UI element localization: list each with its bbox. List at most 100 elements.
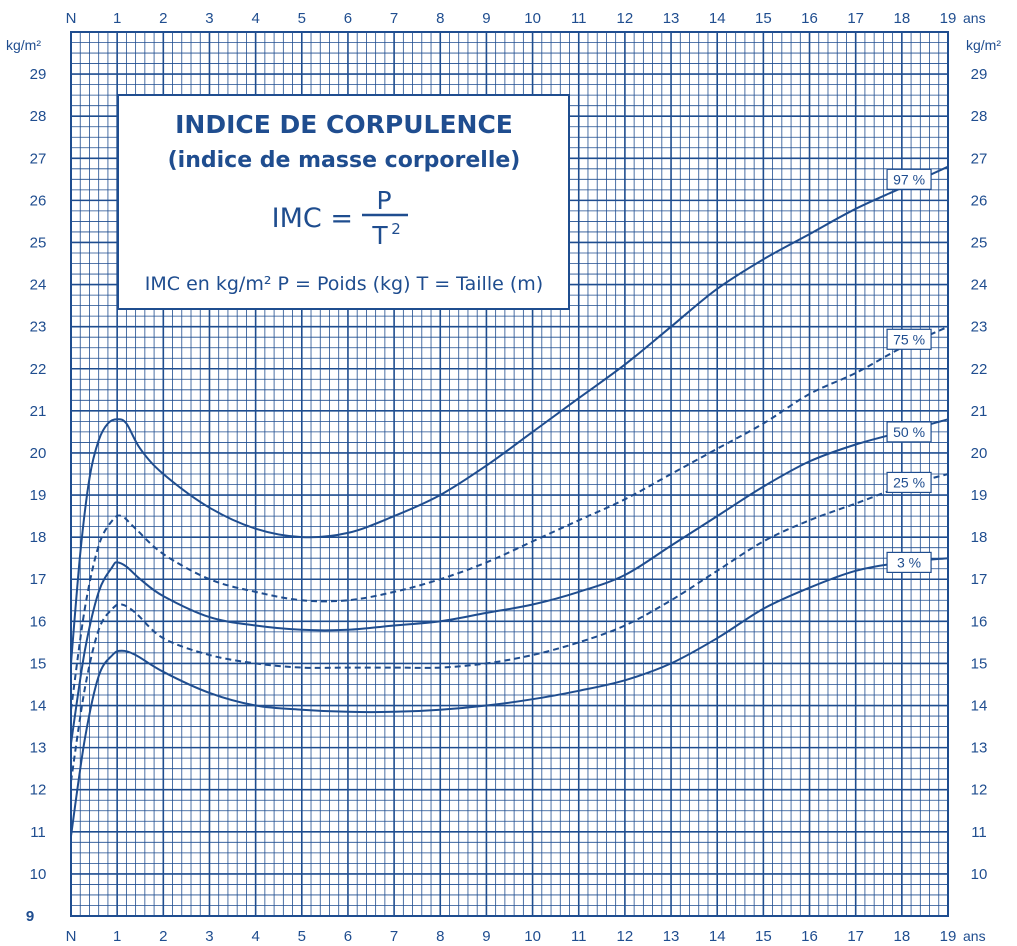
x-tick-label-bottom: 16 [801,928,818,945]
x-tick-label-top: 16 [801,10,818,27]
y-tick-label-right: 18 [971,529,988,546]
formula-legend: IMC en kg/m² P = Poids (kg) T = Taille (… [145,273,543,295]
chart-subtitle: (indice de masse corporelle) [168,148,521,173]
x-tick-label-bottom: 2 [159,928,167,945]
x-tick-label-top: 12 [617,10,634,27]
y-tick-label-right: 27 [971,150,988,167]
x-tick-label-top: 15 [755,10,772,27]
percentile-curve-50 [70,418,949,744]
percentile-label-box-50 [886,421,932,443]
y-tick-label-left: 21 [30,403,47,420]
percentile-label-box-25 [886,471,932,494]
y-tick-label-left: 24 [30,277,47,294]
y-tick-label-left: 22 [30,361,47,378]
x-tick-label-bottom: N [66,928,77,945]
y-tick-label-right: 19 [971,487,988,504]
y-tick-label-left: 27 [30,150,47,167]
x-tick-label-top: 1 [113,10,121,27]
y-tick-label-left: 29 [30,66,47,83]
y-tick-label-right: 20 [971,445,988,462]
x-tick-label-bottom: 12 [617,928,634,945]
bottom-left-label: 9 [26,908,34,925]
percentile-label-box-75 [886,328,932,350]
y-tick-label-left: 26 [30,192,47,209]
y-tick-label-left: 11 [30,824,46,841]
x-tick-label-bottom: 15 [755,928,772,945]
x-tick-label-bottom: 8 [436,928,444,945]
y-tick-label-left: 19 [30,487,47,504]
x-tick-label-top: 18 [893,10,910,27]
y-tick-label-right: 28 [971,108,988,125]
x-tick-label-bottom: 4 [251,928,259,945]
y-tick-label-right: 12 [971,782,988,799]
y-tick-label-right: 25 [971,234,988,251]
percentile-label-75: 75 % [893,331,925,347]
y-tick-label-right: 22 [971,361,988,378]
percentile-label-25: 25 % [893,474,925,490]
x-tick-label-bottom: 7 [390,928,398,945]
percentile-curve-3 [70,557,949,837]
y-tick-labels-left: 10 11 12 13 14 15 16 17 18 19 20 21 22 23 24 25 26 27 28 29 [30,66,47,883]
title-box-frame [117,94,570,310]
y-tick-label-right: 17 [971,571,988,588]
x-tick-label-top: 3 [205,10,213,27]
y-tick-label-right: 10 [971,866,988,883]
y-tick-label-right: 26 [971,192,988,209]
y-tick-label-left: 14 [30,698,47,715]
x-tick-label-bottom: 14 [709,928,726,945]
y-tick-label-right: 29 [971,66,988,83]
y-tick-label-right: 21 [971,403,988,420]
y-tick-label-left: 18 [30,529,47,546]
x-tick-label-top: 10 [524,10,541,27]
percentile-label-3: 3 % [897,554,921,570]
xlabel-bottom: ans [963,928,986,944]
x-tick-label-bottom: 3 [205,928,213,945]
x-tick-label-top: 7 [390,10,398,27]
x-tick-label-top: 17 [847,10,864,27]
formula-lhs: IMC = [272,203,353,234]
y-tick-label-left: 15 [30,655,47,672]
x-tick-label-top: 6 [344,10,352,27]
x-tick-label-top: 9 [482,10,490,27]
y-tick-label-left: 23 [30,319,47,336]
x-tick-label-bottom: 5 [298,928,306,945]
x-tick-label-bottom: 11 [571,928,587,945]
x-tick-label-top: 11 [571,10,587,27]
title-box: INDICE DE CORPULENCE (indice de masse co… [117,94,570,310]
y-tick-label-left: 17 [30,571,47,588]
y-tick-label-left: 25 [30,234,47,251]
x-tick-label-top: 13 [663,10,680,27]
percentile-label-50: 50 % [893,424,925,440]
x-tick-label-top: N [66,10,77,27]
x-tick-label-bottom: 10 [524,928,541,945]
x-tick-labels-bottom: N 1 2 3 4 5 6 7 8 9 10 11 12 13 14 15 16 17 18 19 [66,928,957,945]
percentile-labels: 97 % 75 % 50 % 25 % 3 % [886,168,932,574]
percentile-label-box-97 [886,168,932,190]
y-tick-label-right: 14 [971,698,988,715]
y-tick-label-right: 16 [971,613,988,630]
y-tick-label-left: 28 [30,108,47,125]
y-tick-label-right: 13 [971,740,988,757]
percentile-curve-75 [70,325,949,710]
y-tick-label-left: 10 [30,866,47,883]
x-tick-label-bottom: 13 [663,928,680,945]
x-tick-label-bottom: 18 [893,928,910,945]
x-tick-label-bottom: 17 [847,928,864,945]
x-tick-label-top: 8 [436,10,444,27]
ylabel-right: kg/m² [966,37,1001,53]
xlabel-top: ans [963,10,986,26]
x-tick-label-top: 2 [159,10,167,27]
ylabel-left: kg/m² [6,37,41,53]
x-tick-labels-top: N 1 2 3 4 5 6 7 8 9 10 11 12 13 14 15 16 17 18 19 [66,10,957,27]
percentile-label-97: 97 % [893,171,925,187]
percentile-curves [70,165,949,837]
x-tick-label-bottom: 1 [113,928,121,945]
x-tick-label-top: 5 [298,10,306,27]
y-tick-label-left: 13 [30,740,47,757]
y-tick-label-left: 12 [30,782,47,799]
y-tick-label-right: 15 [971,655,988,672]
y-tick-labels-right: 10 11 12 13 14 15 16 17 18 19 20 21 22 23 24 25 26 27 28 29 [971,66,988,883]
chart-title: INDICE DE CORPULENCE [175,110,513,139]
y-tick-label-right: 24 [971,277,988,294]
